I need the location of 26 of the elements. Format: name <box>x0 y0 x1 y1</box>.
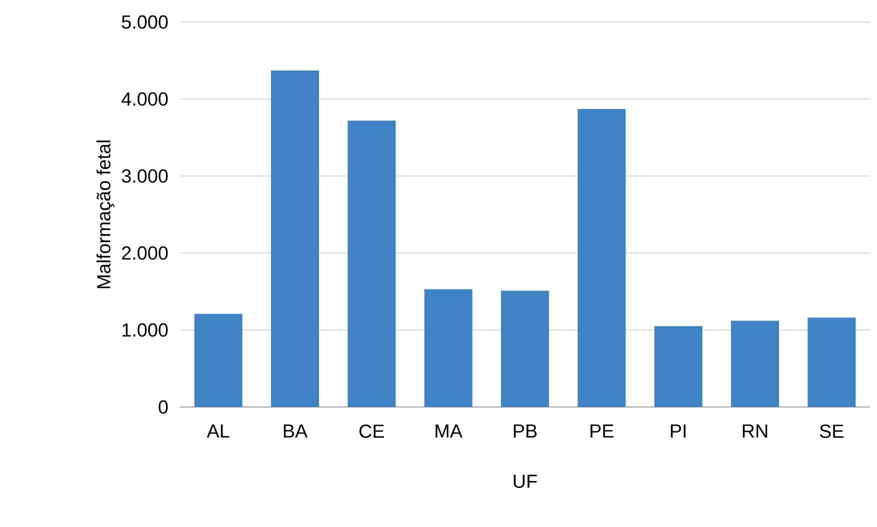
x-tick-label: MA <box>436 424 462 438</box>
y-tick-label: 0 <box>158 400 168 414</box>
y-tick-label: 5.000 <box>122 15 168 29</box>
bar <box>271 70 319 407</box>
bar <box>348 120 396 407</box>
y-tick-label: 4.000 <box>122 92 168 106</box>
x-tick-label: PB <box>514 424 537 438</box>
x-tick-label: RN <box>742 424 768 438</box>
bar <box>731 320 779 407</box>
x-tick-label: AL <box>206 424 230 438</box>
bar <box>654 326 702 407</box>
x-tick-label: SE <box>820 424 844 438</box>
y-tick-label: 3.000 <box>122 169 168 183</box>
bar <box>578 109 626 407</box>
bar <box>808 318 856 407</box>
bar <box>501 290 549 407</box>
y-tick-label: 1.000 <box>122 323 168 337</box>
x-tick-label: PE <box>590 424 614 438</box>
x-axis-title: UF <box>514 474 537 488</box>
bar <box>194 314 242 407</box>
y-tick-label: 2.000 <box>122 246 168 260</box>
bar <box>424 289 472 407</box>
x-tick-label: BA <box>284 424 308 438</box>
x-tick-label: PI <box>670 424 686 438</box>
y-axis-title: Malformação fetal <box>96 140 114 288</box>
x-tick-label: CE <box>359 424 384 438</box>
